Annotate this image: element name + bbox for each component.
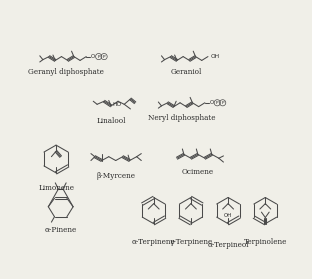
Text: P: P — [221, 101, 224, 105]
Text: α-Terpinene: α-Terpinene — [132, 237, 176, 246]
Text: HO: HO — [112, 102, 121, 107]
Text: α-Pinene: α-Pinene — [45, 226, 77, 234]
Text: Geranyl diphosphate: Geranyl diphosphate — [28, 68, 104, 76]
Text: Terpinolene: Terpinolene — [244, 237, 287, 246]
Text: Linalool: Linalool — [96, 117, 126, 125]
Text: P: P — [103, 55, 105, 59]
Text: OH: OH — [211, 54, 220, 59]
Text: β-Myrcene: β-Myrcene — [96, 172, 135, 180]
Text: O: O — [91, 54, 95, 59]
Text: Neryl diphosphate: Neryl diphosphate — [148, 114, 215, 122]
Text: P: P — [216, 101, 219, 105]
Text: α-Terpineol: α-Terpineol — [207, 240, 249, 249]
Text: Ocimene: Ocimene — [182, 168, 214, 176]
Text: P: P — [97, 55, 100, 59]
Text: γ-Terpinene: γ-Terpinene — [169, 237, 212, 246]
Text: Limonene: Limonene — [38, 184, 74, 192]
Text: OH: OH — [224, 213, 232, 218]
Text: O: O — [210, 100, 214, 105]
Text: Geraniol: Geraniol — [171, 68, 202, 76]
